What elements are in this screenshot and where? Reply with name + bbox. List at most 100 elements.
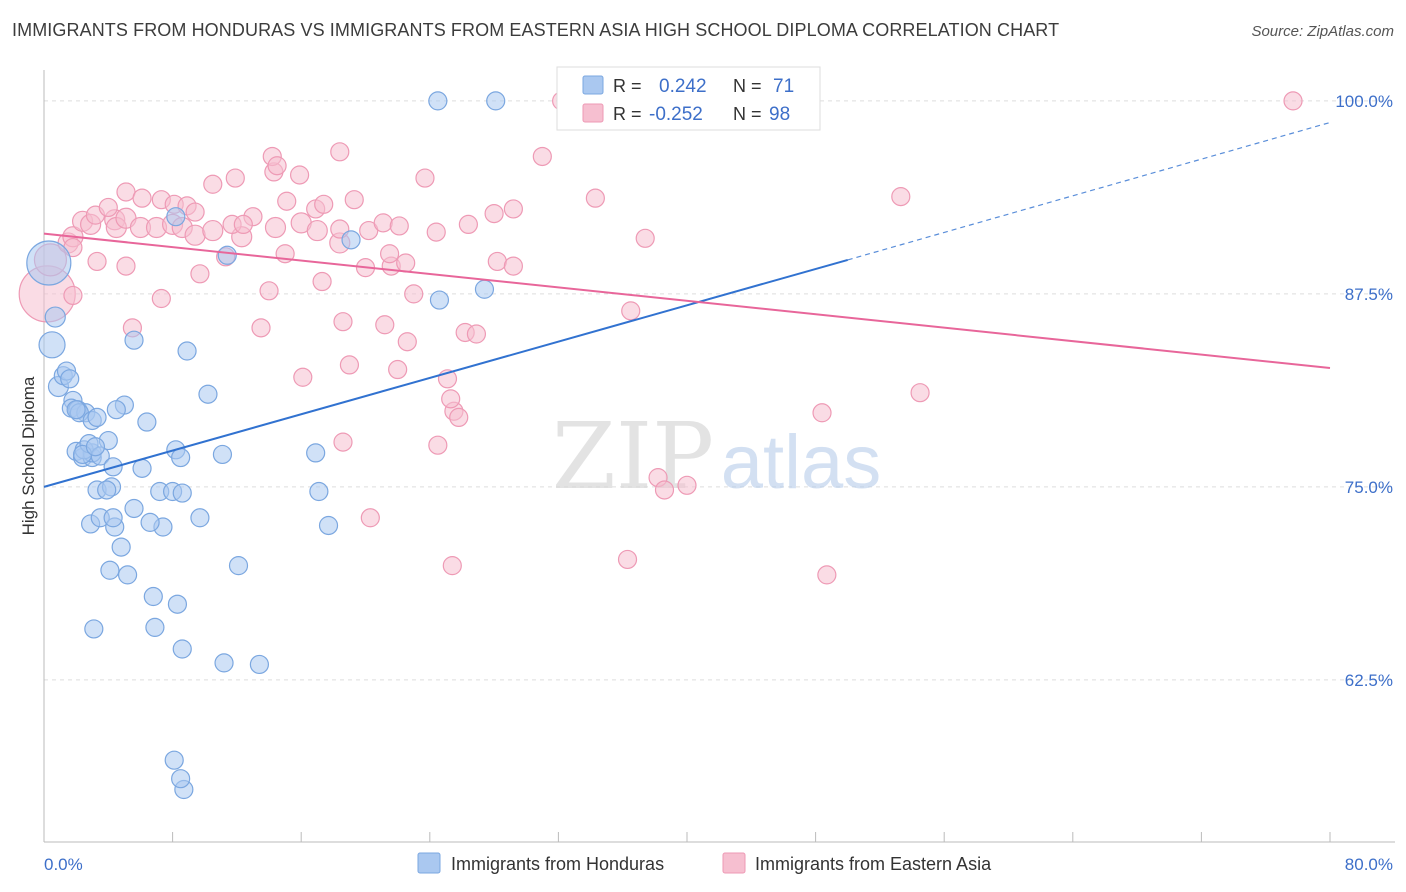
point-eastern-asia-53 — [259, 281, 279, 301]
point-honduras-66 — [341, 230, 361, 250]
y-tick-label-1: 75.0% — [1345, 478, 1393, 497]
grid-lines — [44, 100, 1395, 681]
point-eastern-asia-24 — [132, 188, 152, 208]
point-honduras-64 — [309, 481, 329, 502]
point-eastern-asia-87 — [812, 403, 832, 423]
point-eastern-asia-79 — [441, 389, 461, 409]
point-eastern-asia-99 — [654, 480, 675, 500]
point-eastern-asia-69 — [466, 324, 487, 344]
legend-n-label-1: N = — [733, 76, 762, 96]
point-eastern-asia-92 — [1283, 91, 1303, 111]
point-honduras-37 — [172, 483, 192, 503]
point-honduras-57 — [198, 384, 218, 404]
point-honduras-61 — [214, 653, 234, 673]
point-eastern-asia-58 — [339, 355, 360, 375]
point-eastern-asia-41 — [389, 216, 409, 236]
point-eastern-asia-46 — [503, 199, 523, 219]
legend-r-label-2: R = — [613, 104, 642, 124]
chart-source: Source: ZipAtlas.com — [1251, 23, 1394, 40]
point-eastern-asia-31 — [225, 168, 245, 188]
point-eastern-asia-94 — [333, 432, 353, 452]
y-tick-label-3: 100.0% — [1335, 92, 1393, 111]
legend-swatch-honduras — [582, 75, 604, 95]
point-eastern-asia-89 — [817, 565, 837, 585]
point-eastern-asia-91 — [910, 383, 930, 403]
trend-line-honduras-extension — [847, 121, 1331, 261]
point-honduras-63 — [306, 443, 326, 463]
legend-n-label-2: N = — [733, 104, 762, 124]
point-honduras-51 — [85, 437, 106, 457]
legend-r-value-2: -0.252 — [649, 104, 703, 125]
point-eastern-asia-77 — [330, 142, 350, 162]
point-eastern-asia-22 — [98, 197, 118, 218]
point-honduras-54 — [140, 512, 160, 532]
point-eastern-asia-28 — [185, 202, 205, 222]
point-honduras-29 — [132, 458, 152, 478]
point-eastern-asia-18 — [306, 219, 328, 242]
point-eastern-asia-76 — [289, 165, 310, 185]
point-eastern-asia-23 — [116, 182, 136, 202]
point-eastern-asia-14 — [202, 219, 224, 242]
point-eastern-asia-50 — [190, 264, 210, 284]
point-eastern-asia-40 — [373, 213, 393, 233]
point-honduras-35 — [171, 447, 191, 468]
point-honduras-56 — [177, 341, 197, 361]
point-eastern-asia-81 — [503, 256, 523, 276]
point-honduras-73 — [164, 750, 184, 770]
trend-line-eastern-asia — [43, 232, 1331, 369]
bottom-legend-swatch-eastern-asia — [722, 852, 746, 874]
point-eastern-asia-78 — [380, 244, 400, 264]
point-honduras-55 — [166, 207, 186, 227]
point-eastern-asia-88 — [635, 228, 655, 248]
point-eastern-asia-34 — [277, 191, 297, 211]
point-honduras-43 — [60, 369, 80, 389]
point-eastern-asia-90 — [891, 187, 911, 207]
point-eastern-asia-95 — [360, 508, 380, 528]
y-axis-label: High School Diploma — [19, 376, 38, 535]
point-eastern-asia-86 — [621, 301, 641, 321]
point-honduras-68 — [474, 279, 495, 299]
bottom-legend-label-honduras: Immigrants from Honduras — [451, 854, 664, 874]
bottom-legend-label-eastern-asia: Immigrants from Eastern Asia — [755, 854, 992, 874]
point-honduras-21 — [117, 565, 138, 585]
point-eastern-asia-100 — [677, 475, 697, 495]
legend: R = 0.242 N = 71 R = -0.252 N = 98 — [556, 66, 821, 131]
point-honduras-59 — [217, 245, 237, 265]
point-eastern-asia-13 — [184, 224, 206, 246]
bottom-legend: Immigrants from Honduras Immigrants from… — [417, 852, 992, 874]
trend-line-honduras — [43, 258, 849, 488]
point-eastern-asia-57 — [333, 312, 353, 332]
point-honduras-40 — [167, 594, 188, 614]
series-honduras-points — [26, 91, 506, 800]
point-eastern-asia-70 — [487, 251, 507, 272]
watermark-atlas: atlas — [721, 420, 882, 505]
point-eastern-asia-36 — [314, 194, 334, 214]
point-eastern-asia-52 — [251, 318, 271, 338]
point-honduras-38 — [190, 508, 210, 528]
point-honduras-67 — [429, 290, 450, 310]
series-eastern-asia-points — [18, 91, 1303, 585]
point-honduras-65 — [318, 515, 339, 536]
point-honduras-70 — [486, 91, 506, 111]
point-honduras-52 — [97, 480, 117, 500]
y-tick-label-2: 87.5% — [1345, 285, 1393, 304]
point-eastern-asia-62 — [388, 359, 408, 380]
legend-r-value-1: 0.242 — [659, 76, 707, 97]
point-eastern-asia-85 — [585, 188, 605, 208]
point-eastern-asia-47 — [87, 251, 107, 272]
point-eastern-asia-55 — [293, 367, 313, 387]
point-honduras-60 — [228, 556, 249, 576]
point-eastern-asia-60 — [375, 315, 395, 335]
point-honduras-32 — [124, 330, 144, 350]
point-honduras-41 — [145, 617, 165, 637]
point-eastern-asia-49 — [151, 288, 171, 309]
point-eastern-asia-48 — [116, 256, 136, 276]
point-honduras-33 — [137, 412, 157, 432]
point-honduras-2 — [44, 306, 66, 328]
chart-title: IMMIGRANTS FROM HONDURAS VS IMMIGRANTS F… — [12, 20, 1060, 40]
legend-n-value-1: 71 — [773, 76, 794, 97]
point-eastern-asia-65 — [404, 284, 424, 304]
point-eastern-asia-63 — [396, 253, 416, 273]
x-tick-label-0: 0.0% — [44, 855, 83, 874]
point-eastern-asia-93 — [428, 435, 448, 455]
